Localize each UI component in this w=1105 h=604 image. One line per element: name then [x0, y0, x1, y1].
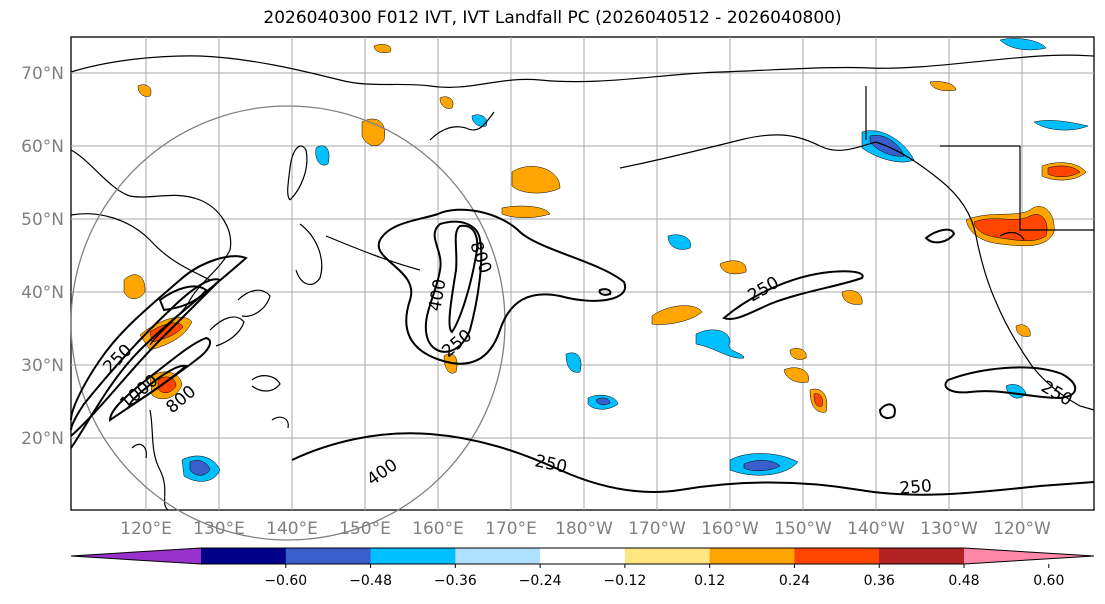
- anomaly-blob: [651, 305, 703, 325]
- colorbar-tick-label: 0.12: [694, 573, 725, 589]
- colorbar-segment: [624, 548, 711, 564]
- lon-label: 170°W: [628, 519, 686, 539]
- anomaly-blob: [667, 234, 691, 250]
- lon-label: 150°E: [339, 519, 391, 539]
- lon-label: 120°W: [993, 519, 1051, 539]
- anomaly-blob: [123, 274, 146, 299]
- colorbar-segment: [285, 548, 372, 564]
- colorbar-tick-label: 0.48: [948, 573, 979, 589]
- colorbar-tick-label: 0.24: [779, 573, 810, 589]
- anomaly-blob: [789, 348, 807, 360]
- colorbar-tick-label: −0.12: [603, 573, 646, 589]
- contour-label: 250: [899, 476, 933, 499]
- lon-label: 160°E: [412, 519, 464, 539]
- lon-label: 180°W: [555, 519, 613, 539]
- lon-label: 130°E: [193, 519, 245, 539]
- anomaly-blob: [719, 260, 747, 275]
- colorbar-segment: [455, 548, 541, 564]
- contour-250-west: [70, 255, 248, 449]
- colorbar-extend-max: [964, 548, 1094, 564]
- contour-250-south: [291, 432, 1095, 496]
- lat-label: 50°N: [21, 210, 64, 230]
- anomaly-blob: [511, 166, 561, 194]
- contour-250-japan-n: [158, 285, 208, 312]
- contour-small-3: [598, 288, 612, 296]
- anomaly-blob: [471, 114, 488, 127]
- anomaly-blob: [973, 214, 1048, 241]
- lon-label: 140°E: [266, 519, 318, 539]
- anomaly-blob: [439, 96, 454, 109]
- lat-label: 30°N: [21, 356, 64, 376]
- lon-label: 140°W: [847, 519, 905, 539]
- contour-250-se: [944, 366, 1077, 400]
- coastlines: [70, 54, 1095, 511]
- colorbar-tick-label: −0.60: [264, 573, 307, 589]
- anomaly-blob: [315, 145, 330, 166]
- anomaly-blob: [189, 460, 211, 476]
- anomaly-blob: [137, 84, 152, 97]
- lon-label: 160°W: [701, 519, 759, 539]
- colorbar: −0.60 −0.48 −0.36 −0.24 −0.12 0.12 0.24 0.36 0.4…: [70, 547, 1095, 589]
- colorbar-segment: [709, 548, 795, 564]
- map-frame: [70, 36, 1095, 511]
- colorbar-segment: [794, 548, 880, 564]
- lon-label: 150°W: [774, 519, 832, 539]
- colorbar-tick-label: −0.48: [349, 573, 392, 589]
- colorbar-tick-label: −0.36: [434, 573, 477, 589]
- contour-250-central: [377, 208, 627, 365]
- map-title: 2026040300 F012 IVT, IVT Landfall PC (20…: [263, 8, 842, 28]
- anomaly-blob: [813, 393, 823, 407]
- anomaly-blob: [157, 376, 177, 393]
- contour-400-west: [70, 278, 222, 437]
- contour-small-2: [878, 403, 896, 419]
- contour-400-central: [424, 220, 483, 353]
- lat-label: 40°N: [21, 283, 64, 303]
- gridlines: [71, 37, 1094, 510]
- anomaly-blob: [999, 38, 1047, 51]
- longitude-labels: 120°E 130°E 140°E 150°E 160°E 170°E 180°…: [120, 519, 1051, 539]
- lat-label: 70°N: [21, 64, 64, 84]
- contour-1000-west: [128, 364, 189, 408]
- anomaly-blob: [565, 352, 582, 373]
- anomaly-blob: [1033, 120, 1089, 131]
- anomaly-blob: [373, 44, 392, 53]
- ivt-contours: [70, 208, 1095, 496]
- anomaly-blob: [929, 81, 957, 91]
- colorbar-segment: [540, 548, 626, 564]
- anomaly-blob: [695, 329, 745, 359]
- lat-label: 60°N: [21, 137, 64, 157]
- anomaly-blob: [595, 397, 611, 405]
- lat-label: 20°N: [21, 429, 64, 449]
- contour-small-1: [924, 228, 956, 244]
- contour-800-central: [448, 224, 479, 334]
- colorbar-tick-label: −0.24: [519, 573, 562, 589]
- colorbar-outline: [70, 547, 1095, 565]
- colorbar-extend-min: [71, 548, 201, 564]
- latitude-labels: 70°N 60°N 50°N 40°N 30°N 20°N: [21, 64, 64, 449]
- colorbar-segment: [879, 548, 965, 564]
- colorbar-tick-label: 0.60: [1033, 573, 1064, 589]
- anomaly-blob: [1047, 165, 1081, 177]
- lon-label: 120°E: [120, 519, 172, 539]
- colorbar-segment: [201, 548, 287, 564]
- anomaly-blob: [743, 460, 781, 471]
- lon-label: 170°E: [485, 519, 537, 539]
- anomaly-blob: [501, 205, 551, 218]
- landfall-circle: [70, 105, 506, 541]
- anomaly-blob: [841, 290, 863, 305]
- colorbar-segment: [370, 548, 456, 564]
- anomaly-blob: [783, 367, 809, 383]
- anomaly-blob: [1015, 324, 1031, 337]
- lon-label: 130°W: [920, 519, 978, 539]
- colorbar-tick-label: 0.36: [864, 573, 895, 589]
- contour-250-east: [722, 270, 864, 320]
